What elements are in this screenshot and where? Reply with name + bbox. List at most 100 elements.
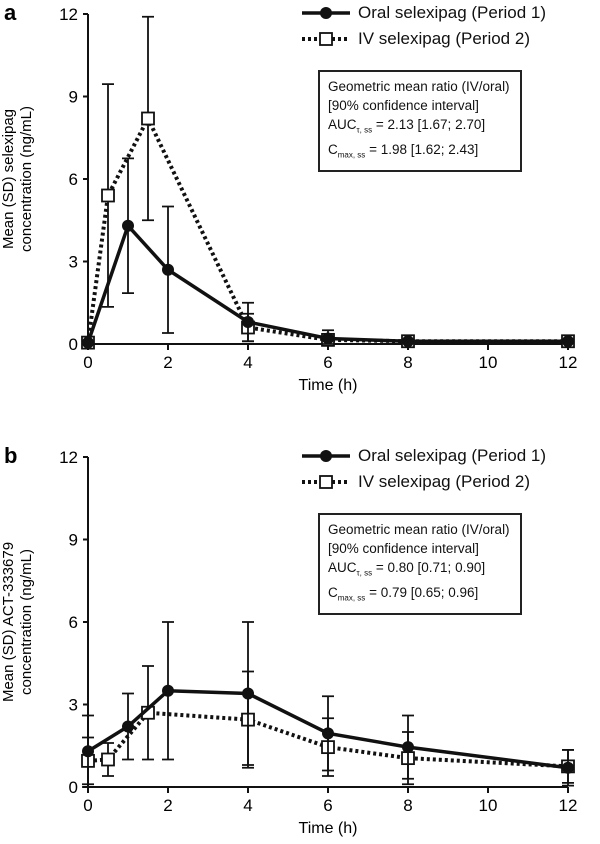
legend: Oral selexipag (Period 1) IV selexipag (P… <box>300 443 546 495</box>
x-tick-label: 6 <box>323 796 332 815</box>
stat-param-subscript: max, ss <box>337 593 366 603</box>
y-axis-label: Mean (SD) ACT-333679 concentration (ng/mL… <box>0 512 36 732</box>
series-iv <box>81 15 575 350</box>
stat-value: = 0.79 [0.65; 0.96] <box>365 584 479 600</box>
x-tick-label: 10 <box>479 796 498 815</box>
data-point <box>322 332 334 345</box>
data-point <box>122 219 134 232</box>
y-tick-label: 6 <box>69 170 78 189</box>
y-axis-label-line: concentration (ng/mL) <box>18 106 35 252</box>
panel-letter: a <box>4 0 17 25</box>
legend-marker <box>319 32 333 46</box>
panel-b: 0 3 6 9 12 0 2 4 6 8 10 12 Time (h) <box>59 448 577 837</box>
legend-label: IV selexipag (Period 2) <box>358 29 530 48</box>
stat-line-auc: AUCτ, ss = 0.80 [0.71; 0.90] <box>328 558 510 583</box>
legend-item: IV selexipag (Period 2) <box>300 26 546 52</box>
x-tick-label: 6 <box>323 353 332 372</box>
data-point <box>82 336 94 349</box>
x-axis-label: Time (h) <box>299 820 358 837</box>
y-tick-label: 9 <box>69 88 78 107</box>
stat-box: Geometric mean ratio (IV/oral) [90% confi… <box>318 513 522 616</box>
stat-line-auc: AUCτ, ss = 2.13 [1.67; 2.70] <box>328 115 510 140</box>
legend-item: IV selexipag (Period 2) <box>300 469 546 495</box>
y-tick-label: 0 <box>69 778 78 797</box>
stat-param-subscript: max, ss <box>337 150 366 160</box>
stat-param: AUC <box>328 117 357 132</box>
legend-marker <box>319 475 333 489</box>
legend-marker <box>320 7 332 19</box>
y-axis-label: Mean (SD) selexipag concentration (ng/mL) <box>0 69 36 289</box>
stat-value: = 2.13 [1.67; 2.70] <box>372 117 486 132</box>
open-square-line-icon <box>302 475 350 489</box>
data-point <box>82 745 94 758</box>
x-tick-label: 2 <box>163 796 172 815</box>
x-axis-label: Time (h) <box>299 377 358 394</box>
series-line <box>86 222 568 344</box>
data-point <box>242 687 254 700</box>
stat-param: C <box>328 141 338 157</box>
stat-param: AUC <box>328 560 357 575</box>
legend-label: Oral selexipag (Period 1) <box>358 446 547 465</box>
y-tick-label: 3 <box>69 696 78 715</box>
data-point <box>322 727 334 740</box>
data-point <box>162 263 174 276</box>
data-point <box>402 741 414 754</box>
stat-param-subscript: τ, ss <box>356 125 373 135</box>
stat-box-subtitle: [90% confidence interval] <box>328 98 479 113</box>
data-point <box>141 111 155 126</box>
y-tick-label: 6 <box>69 613 78 632</box>
legend-item: Oral selexipag (Period 1) <box>300 0 546 26</box>
x-tick-label: 10 <box>479 353 498 372</box>
x-tick-label: 4 <box>243 796 252 815</box>
x-tick-label: 2 <box>163 353 172 372</box>
panel-a: 0 3 6 9 12 0 2 4 6 8 10 12 Time (h) <box>59 5 577 394</box>
stat-param: C <box>328 584 338 600</box>
legend-label: IV selexipag (Period 2) <box>358 472 530 491</box>
stat-line-cmax: Cmax, ss = 0.79 [0.65; 0.96] <box>328 583 510 608</box>
x-tick-label: 0 <box>83 353 92 372</box>
y-tick-label: 0 <box>69 335 78 354</box>
series-oral <box>82 157 574 349</box>
data-point <box>402 335 414 348</box>
panel-label: b <box>4 443 17 469</box>
open-square-line-icon <box>302 32 350 46</box>
panel-letter: b <box>4 443 18 468</box>
y-tick-label: 9 <box>69 531 78 550</box>
stat-value: = 1.98 [1.62; 2.43] <box>365 141 479 157</box>
stat-box: Geometric mean ratio (IV/oral) [90% confi… <box>318 70 522 173</box>
legend-item: Oral selexipag (Period 1) <box>300 443 546 469</box>
x-tick-label: 8 <box>403 353 412 372</box>
y-axis-label-line: Mean (SD) selexipag <box>0 108 17 250</box>
data-point <box>562 761 574 774</box>
data-point <box>101 752 115 767</box>
stat-box-title: Geometric mean ratio (IV/oral) <box>328 79 510 94</box>
series-oral <box>82 621 574 788</box>
data-point <box>122 720 134 733</box>
stat-value: = 0.80 [0.71; 0.90] <box>372 560 486 575</box>
x-tick-label: 4 <box>243 353 252 372</box>
panel-label: a <box>4 0 16 26</box>
x-tick-label: 12 <box>559 796 578 815</box>
filled-circle-line-icon <box>302 7 350 19</box>
y-tick-label: 12 <box>59 448 78 467</box>
x-tick-label: 8 <box>403 796 412 815</box>
legend-label: Oral selexipag (Period 1) <box>358 3 547 22</box>
stat-box-title: Geometric mean ratio (IV/oral) <box>328 522 510 537</box>
y-axis-label-line: concentration (ng/mL) <box>18 549 35 695</box>
y-tick-label: 3 <box>69 253 78 272</box>
data-point <box>242 316 254 328</box>
legend: Oral selexipag (Period 1) IV selexipag (P… <box>300 0 546 52</box>
x-tick-label: 12 <box>559 353 578 372</box>
stat-param-subscript: τ, ss <box>356 568 373 578</box>
y-axis-label-line: Mean (SD) ACT-333679 <box>0 541 17 703</box>
filled-circle-line-icon <box>302 450 350 462</box>
stat-line-cmax: Cmax, ss = 1.98 [1.62; 2.43] <box>328 140 510 165</box>
stat-box-subtitle: [90% confidence interval] <box>328 541 479 556</box>
data-point <box>162 684 174 697</box>
y-tick-label: 12 <box>59 5 78 24</box>
x-tick-label: 0 <box>83 796 92 815</box>
legend-marker <box>320 450 332 462</box>
data-point <box>562 335 574 348</box>
